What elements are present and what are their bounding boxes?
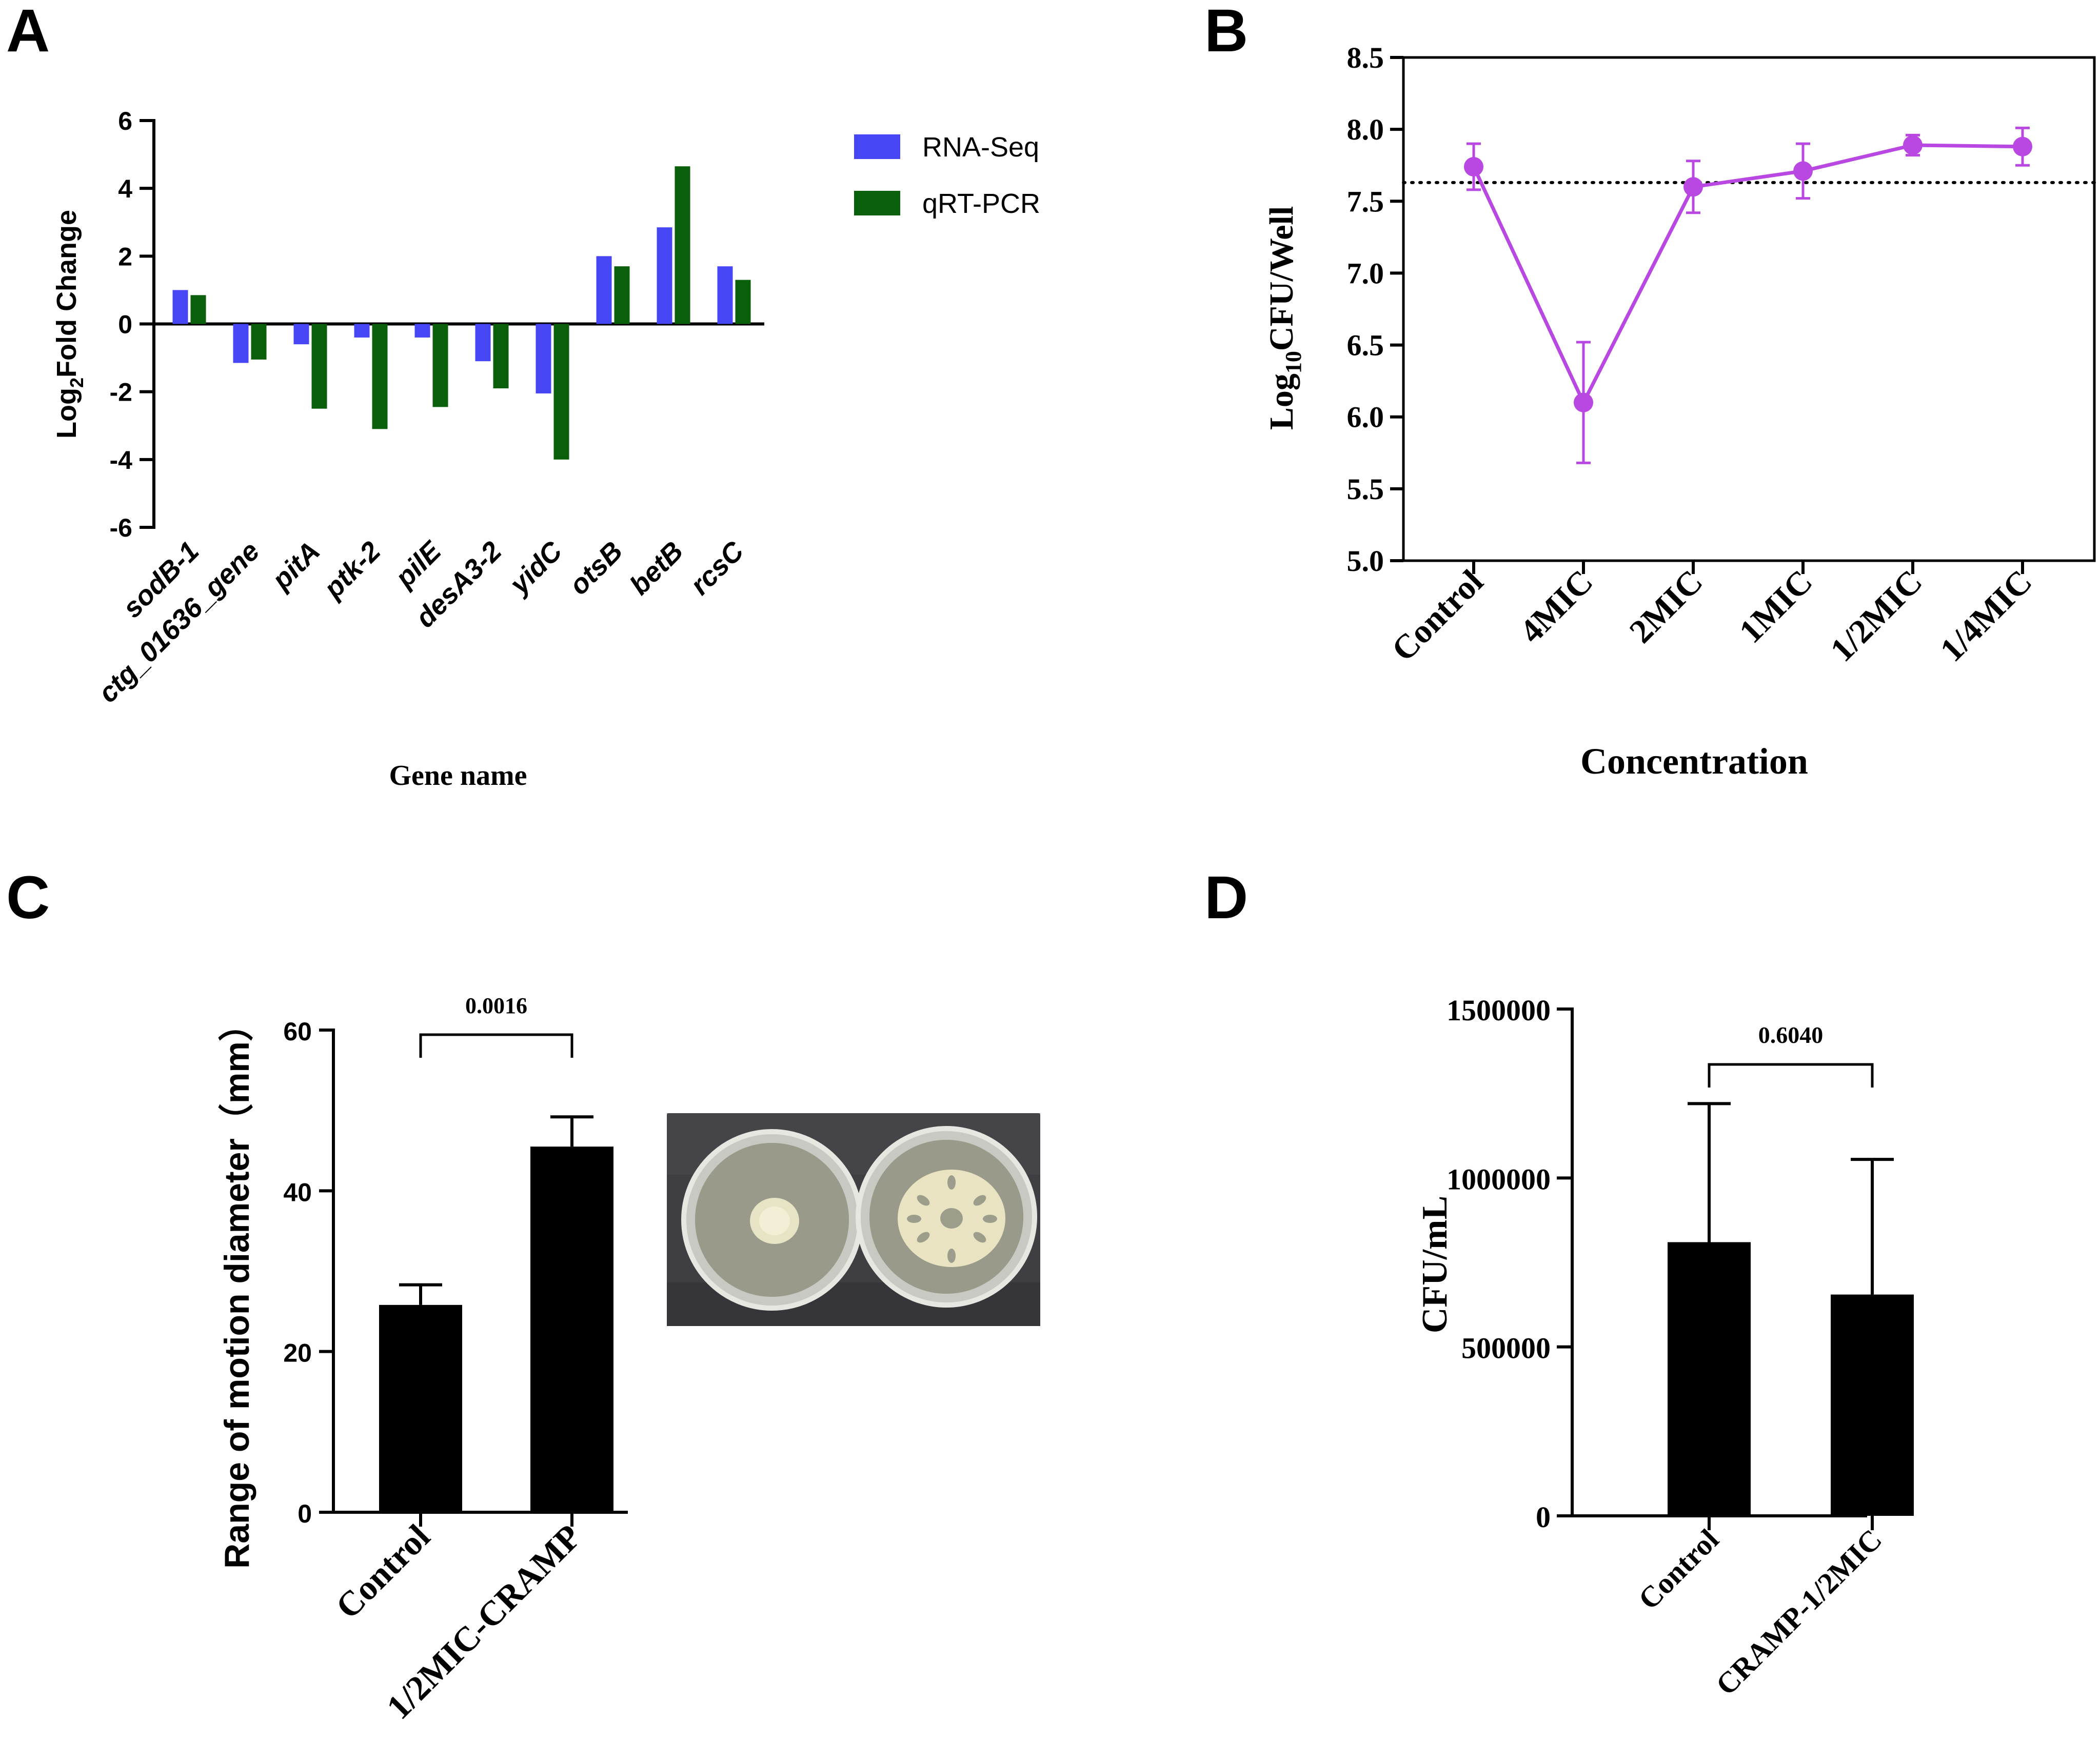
chart-d-y-tick-label: 500000 xyxy=(1461,1332,1551,1365)
chart-b-y-tick-label: 6.5 xyxy=(1347,329,1384,362)
chart-a-y-tick-label: -4 xyxy=(110,446,133,475)
chart-d-significance-bracket xyxy=(1708,1063,1874,1088)
chart-a-category-label: yidC xyxy=(503,535,568,601)
legend-label-qrtpcr: qRT-PCR xyxy=(922,188,1040,219)
chart-c-bar xyxy=(530,1147,613,1512)
chart-b-frame xyxy=(1402,56,2096,562)
chart-d-category-label: CRAMP-1/2MIC xyxy=(1709,1523,1888,1702)
chart-a-ylabel: Log2Fold Change xyxy=(51,210,87,439)
chart-a-category-label: pitA xyxy=(265,536,326,596)
bar-rnaseq xyxy=(293,324,309,345)
chart-c-y-tick-label: 40 xyxy=(283,1178,312,1207)
chart-a-y-tick-label: 6 xyxy=(118,107,132,135)
chart-c-ylabel: Range of motion diameter（mm） xyxy=(217,1006,256,1569)
chart-b-point xyxy=(1903,135,1923,155)
chart-b-category-label: 1MIC xyxy=(1732,563,1820,650)
panel-label-a: A xyxy=(6,0,50,65)
chart-d-y-tick-label: 1500000 xyxy=(1447,994,1551,1027)
chart-a-category-label: rcsC xyxy=(684,535,750,601)
panel-label-c: C xyxy=(6,864,50,932)
chart-c-y-tick-label: 60 xyxy=(283,1017,312,1046)
panel-label-b: B xyxy=(1204,0,1248,65)
chart-d: CFU/mL 0 500000 1000000 1500000 ControlCRAMP… xyxy=(1415,994,1914,1702)
chart-d-category-label: Control xyxy=(1632,1523,1725,1616)
chart-a-y-tick-label: 0 xyxy=(118,310,132,339)
bar-rnaseq xyxy=(233,324,249,363)
chart-c-pvalue: 0.0016 xyxy=(465,993,527,1018)
bar-qrtpcr xyxy=(735,280,751,324)
chart-a: Log2Fold Change Gene name RNA-Seq qRT-PC… xyxy=(51,107,1040,792)
panel-label-d: D xyxy=(1204,864,1248,932)
legend-swatch-rnaseq xyxy=(854,134,900,159)
chart-b-category-label: Control xyxy=(1384,563,1490,668)
bar-rnaseq xyxy=(536,324,551,393)
chart-d-bar xyxy=(1668,1242,1751,1516)
chart-a-y-tick-label: 2 xyxy=(118,242,132,271)
bar-qrtpcr xyxy=(190,295,206,324)
bar-qrtpcr xyxy=(251,324,267,360)
chart-b-y-tick-label: 5.5 xyxy=(1347,472,1384,506)
chart-b-y-tick-label: 8.0 xyxy=(1347,113,1384,146)
chart-c-category-label: Control xyxy=(328,1517,437,1626)
chart-b-y-tick-label: 7.5 xyxy=(1347,185,1384,218)
chart-a-xlabel: Gene name xyxy=(389,760,527,792)
chart-b-y-tick-label: 7.0 xyxy=(1347,256,1384,290)
bar-qrtpcr xyxy=(614,266,630,324)
chart-b-series-line xyxy=(1472,143,2023,407)
chart-a-y-tick-label: -2 xyxy=(110,378,132,407)
chart-d-y-tick-label: 1000000 xyxy=(1447,1162,1551,1196)
chart-d-ylabel: CFU/mL xyxy=(1415,1196,1455,1333)
chart-a-category-label: betB xyxy=(624,536,689,601)
chart-d-pvalue: 0.6040 xyxy=(1758,1022,1824,1048)
chart-b-y-tick-label: 6.0 xyxy=(1347,401,1384,434)
bar-rnaseq xyxy=(172,290,188,324)
chart-b-y-tick-label: 5.0 xyxy=(1347,544,1384,578)
chart-b-ylabel: Log10CFU/Well xyxy=(1263,206,1306,430)
legend-swatch-qrtpcr xyxy=(854,191,900,215)
chart-d-y-tick-label: 0 xyxy=(1536,1500,1551,1534)
bar-qrtpcr xyxy=(675,166,690,324)
chart-b-point xyxy=(1574,392,1593,412)
chart-b-y-tick-label: 8.5 xyxy=(1347,41,1384,74)
chart-b-point xyxy=(2013,136,2032,156)
bar-rnaseq xyxy=(596,256,612,324)
chart-b-point xyxy=(1683,177,1703,197)
chart-b-category-label: 2MIC xyxy=(1622,563,1710,650)
chart-c: Range of motion diameter（mm） xyxy=(217,993,1040,1727)
chart-c-significance-bracket xyxy=(419,1033,573,1058)
chart-b-category-label: 1/4MIC xyxy=(1933,563,2039,669)
chart-b-point xyxy=(1464,157,1483,177)
bar-qrtpcr xyxy=(432,324,448,407)
bar-qrtpcr xyxy=(311,324,327,409)
chart-c-y-tick-label: 0 xyxy=(298,1499,312,1528)
petri-dish-photo xyxy=(667,1113,1040,1326)
chart-b-category-label: 1/2MIC xyxy=(1823,563,1929,669)
bar-rnaseq xyxy=(475,324,491,362)
chart-c-bar xyxy=(379,1305,462,1512)
chart-b-point xyxy=(1793,161,1813,181)
chart-b: Log10CFU/Well Concentration 5.0 5.5 6.0 6.5… xyxy=(1263,41,2096,782)
chart-a-y-tick-label: -6 xyxy=(110,513,132,542)
bar-rnaseq xyxy=(717,266,733,324)
bar-rnaseq xyxy=(354,324,370,338)
bar-rnaseq xyxy=(657,227,672,324)
chart-a-category-label: otsB xyxy=(563,536,628,601)
bar-qrtpcr xyxy=(553,324,569,460)
chart-a-legend: RNA-Seq qRT-PCR xyxy=(854,132,1040,219)
chart-c-y-tick-label: 20 xyxy=(283,1339,312,1368)
legend-label-rnaseq: RNA-Seq xyxy=(922,132,1039,163)
chart-b-xlabel: Concentration xyxy=(1580,741,1808,782)
chart-a-category-label: ptk-2 xyxy=(317,536,386,605)
chart-a-y-tick-label: 4 xyxy=(118,174,132,203)
chart-b-category-label: 4MIC xyxy=(1513,563,1600,650)
chart-d-bar xyxy=(1831,1294,1914,1516)
bar-qrtpcr xyxy=(372,324,388,429)
bar-qrtpcr xyxy=(493,324,509,389)
bar-rnaseq xyxy=(414,324,430,338)
